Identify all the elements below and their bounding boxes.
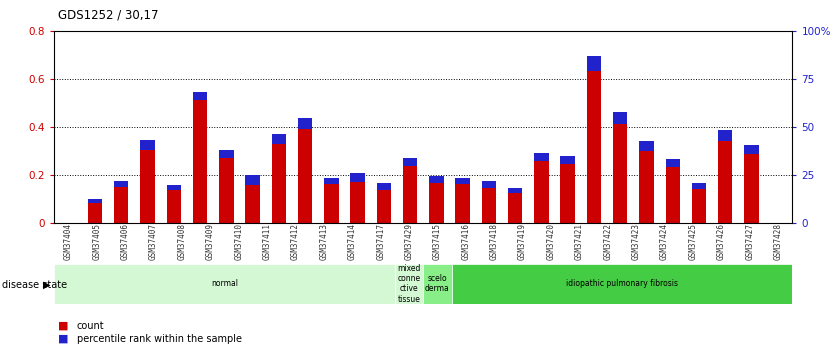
Bar [167, 185, 181, 223]
Text: GSM37414: GSM37414 [348, 223, 357, 259]
Bar [298, 118, 312, 223]
Bar [394, 264, 423, 304]
Text: GSM37411: GSM37411 [263, 223, 272, 259]
Text: GSM37418: GSM37418 [490, 223, 499, 259]
Text: GSM37406: GSM37406 [121, 223, 129, 259]
Text: normal: normal [211, 279, 238, 288]
Bar [639, 141, 654, 151]
Text: GSM37425: GSM37425 [688, 223, 697, 259]
Bar [455, 178, 470, 184]
Bar [140, 140, 155, 149]
Bar [245, 175, 259, 185]
Bar [193, 92, 208, 223]
Text: GSM37415: GSM37415 [433, 223, 442, 259]
Bar [744, 145, 759, 154]
Bar [482, 181, 496, 223]
Bar [508, 188, 522, 193]
Bar [88, 199, 103, 203]
Text: count: count [77, 321, 104, 331]
Text: GSM37413: GSM37413 [319, 223, 329, 259]
Text: GDS1252 / 30,17: GDS1252 / 30,17 [58, 9, 159, 22]
Text: idiopathic pulmonary fibrosis: idiopathic pulmonary fibrosis [566, 279, 678, 288]
Bar [324, 178, 339, 223]
Text: GSM37405: GSM37405 [93, 223, 101, 259]
Bar [613, 112, 627, 223]
Text: GSM37408: GSM37408 [178, 223, 187, 259]
Text: GSM37407: GSM37407 [149, 223, 158, 259]
Text: GSM37420: GSM37420 [546, 223, 555, 259]
Text: ■: ■ [58, 334, 69, 344]
Bar [140, 140, 155, 223]
Bar [193, 92, 208, 100]
Text: GSM37423: GSM37423 [631, 223, 641, 259]
Bar [560, 156, 575, 223]
Bar [691, 183, 706, 223]
Bar [430, 176, 444, 183]
Bar [114, 181, 128, 223]
Text: GSM37429: GSM37429 [404, 223, 414, 259]
Bar [482, 181, 496, 188]
Bar [587, 56, 601, 223]
Bar [639, 141, 654, 223]
Text: scelo
derma: scelo derma [425, 274, 450, 294]
Text: GSM37428: GSM37428 [774, 223, 782, 259]
Bar [350, 174, 364, 182]
Bar [245, 175, 259, 223]
Bar [455, 178, 470, 223]
Bar [272, 134, 286, 144]
Text: ▶: ▶ [43, 280, 51, 289]
Text: GSM37410: GSM37410 [234, 223, 244, 259]
Bar [403, 158, 417, 166]
Text: GSM37417: GSM37417 [376, 223, 385, 259]
Bar [298, 118, 312, 129]
Text: GSM37426: GSM37426 [717, 223, 726, 259]
Bar [613, 112, 627, 125]
Bar [272, 134, 286, 223]
Text: GSM37404: GSM37404 [64, 223, 73, 259]
Text: percentile rank within the sample: percentile rank within the sample [77, 334, 242, 344]
Text: mixed
conne
ctive
tissue: mixed conne ctive tissue [397, 264, 420, 304]
Text: disease state: disease state [2, 280, 67, 289]
Bar [718, 130, 732, 141]
Text: GSM37409: GSM37409 [206, 223, 215, 259]
Bar [452, 264, 792, 304]
Text: ■: ■ [58, 321, 69, 331]
Bar [508, 188, 522, 223]
Bar [666, 159, 680, 167]
Text: GSM37416: GSM37416 [461, 223, 470, 259]
Bar [423, 264, 452, 304]
Bar [167, 185, 181, 190]
Bar [587, 56, 601, 70]
Bar [403, 158, 417, 223]
Bar [350, 174, 364, 223]
Bar [535, 153, 549, 161]
Bar [691, 183, 706, 189]
Text: GSM37421: GSM37421 [575, 223, 584, 259]
Bar [744, 145, 759, 223]
Bar [324, 178, 339, 184]
Bar [219, 149, 234, 158]
Bar [377, 183, 391, 223]
Bar [560, 156, 575, 164]
Bar [114, 181, 128, 187]
Text: GSM37427: GSM37427 [746, 223, 754, 259]
Text: GSM37422: GSM37422 [603, 223, 612, 259]
Bar [430, 176, 444, 223]
Text: GSM37412: GSM37412 [291, 223, 300, 259]
Bar [377, 183, 391, 190]
Text: GSM37424: GSM37424 [660, 223, 669, 259]
Bar [54, 264, 394, 304]
Bar [88, 199, 103, 223]
Bar [718, 130, 732, 223]
Bar [535, 153, 549, 223]
Bar [219, 149, 234, 223]
Text: GSM37419: GSM37419 [518, 223, 527, 259]
Bar [666, 159, 680, 223]
